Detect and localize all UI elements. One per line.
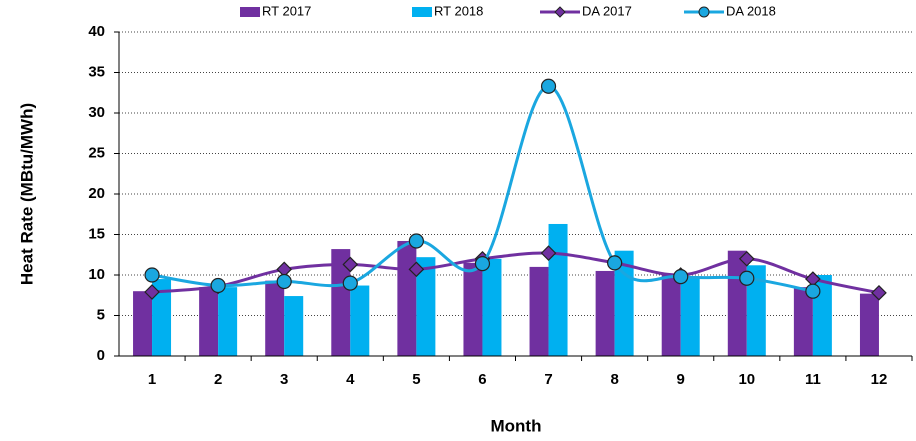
- legend-swatch: [240, 7, 260, 17]
- x-axis-title: Month: [491, 416, 542, 435]
- bar: [680, 276, 700, 356]
- x-tick-label: 10: [738, 371, 755, 388]
- marker: [210, 277, 226, 294]
- legend-marker: [698, 6, 710, 18]
- x-tick-label: 6: [478, 371, 486, 388]
- y-axis-title: Heat Rate (MBtu/MWh): [17, 103, 36, 285]
- x-tick-label: 8: [610, 371, 618, 388]
- marker: [673, 269, 689, 285]
- x-tick-label: 1: [148, 371, 156, 388]
- marker: [408, 261, 425, 278]
- y-tick-label: 35: [88, 63, 105, 80]
- legend-marker: [554, 6, 566, 18]
- line: [151, 251, 880, 295]
- bar: [746, 265, 766, 356]
- bar: [331, 249, 351, 356]
- bar: [859, 293, 879, 356]
- bar: [152, 279, 172, 356]
- bar: [548, 223, 568, 356]
- marker: [540, 78, 557, 94]
- y-tick-label: 5: [97, 306, 105, 323]
- x-tick-label: 9: [677, 371, 685, 388]
- marker: [739, 270, 755, 286]
- marker: [342, 256, 359, 273]
- x-tick-label: 2: [214, 371, 222, 388]
- y-tick-label: 15: [88, 225, 105, 242]
- marker: [276, 273, 292, 290]
- marker: [871, 284, 887, 301]
- y-tick-label: 0: [97, 347, 105, 364]
- marker: [474, 256, 491, 272]
- marker: [144, 284, 160, 300]
- x-tick-label: 5: [412, 371, 420, 388]
- bar: [727, 250, 747, 356]
- bar: [218, 287, 238, 356]
- x-tick-label: 4: [346, 371, 355, 388]
- bar: [529, 266, 549, 356]
- marker: [607, 255, 623, 271]
- bar: [133, 291, 153, 356]
- marker: [805, 283, 821, 299]
- bar: [463, 262, 483, 356]
- marker: [408, 233, 424, 249]
- marker: [540, 245, 557, 261]
- legend-label: RT 2018: [434, 3, 483, 18]
- bar: [661, 275, 681, 356]
- x-tick-label: 11: [805, 371, 821, 388]
- y-tick-label: 25: [88, 144, 105, 161]
- bar: [482, 258, 502, 356]
- x-tick-label: 7: [544, 371, 552, 388]
- bar: [397, 240, 417, 356]
- bar: [350, 285, 370, 356]
- marker: [342, 275, 358, 291]
- y-tick-label: 30: [88, 104, 105, 121]
- bar: [199, 287, 219, 356]
- bar: [595, 270, 615, 356]
- marker: [738, 250, 755, 267]
- y-tick-label: 20: [88, 185, 105, 202]
- legend-label: RT 2017: [262, 3, 311, 18]
- y-tick-label: 40: [88, 23, 105, 40]
- bar: [265, 280, 285, 356]
- legend-label: DA 2018: [726, 3, 776, 18]
- x-tick-label: 3: [280, 371, 288, 388]
- bar: [416, 257, 436, 356]
- marker: [144, 267, 160, 283]
- bar: [284, 296, 304, 356]
- legend-label: DA 2017: [582, 3, 632, 18]
- y-tick-label: 10: [88, 266, 105, 283]
- bar: [793, 287, 813, 356]
- legend-swatch: [412, 7, 432, 17]
- x-tick-label: 12: [871, 371, 888, 388]
